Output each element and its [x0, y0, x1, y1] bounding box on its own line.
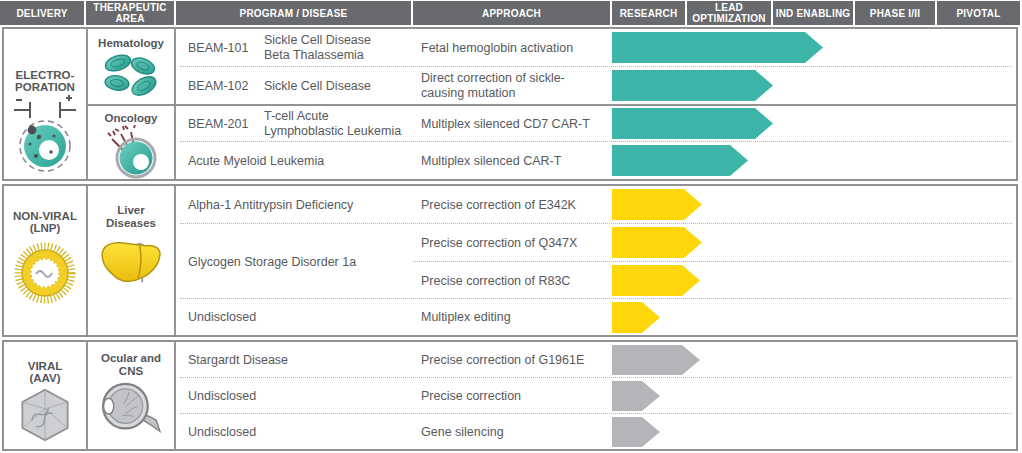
column-header-lead-optimization: LEAD OPTIMIZATION: [687, 1, 773, 25]
pipeline-row: BEAM-102 Sickle Cell Disease Direct corr…: [176, 67, 1016, 105]
pipeline-row: Alpha-1 Antitrypsin Deficiency Precise c…: [176, 186, 1016, 224]
disease-name: Sickle Cell Disease: [264, 79, 414, 94]
pipeline-row: BEAM-201 T-cell AcuteLymphoblastic Leuke…: [176, 105, 1016, 142]
delivery-label-2: (LNP): [30, 222, 61, 234]
column-header-approach: APPROACH: [413, 1, 612, 25]
area-label: Hematology: [96, 37, 166, 50]
pipeline-row: Precise correction of Q347X: [176, 224, 1016, 262]
area-oncology: Oncology: [88, 106, 174, 179]
area-label: Ocular and CNS: [96, 352, 166, 377]
delivery-viral-aav: VIRAL (AAV): [4, 342, 86, 449]
delivery-label: VIRAL: [28, 360, 63, 372]
disease-name: Alpha-1 Antitrypsin Deficiency: [188, 198, 408, 213]
disease-name: Undisclosed: [188, 310, 408, 325]
pipeline-row: Precise correction of R83C: [176, 262, 1016, 299]
area-hematology: Hematology: [88, 29, 174, 112]
approach-text: Gene silencing: [421, 424, 607, 439]
progress-arrow: [612, 108, 773, 139]
area-ocular-and-cns: Ocular and CNS: [88, 342, 174, 449]
progress-arrow: [612, 302, 660, 333]
disease-name: T-cell AcuteLymphoblastic Leukemia: [264, 109, 414, 139]
column-header-program-disease: PROGRAM / DISEASE: [176, 1, 413, 25]
progress-arrow: [612, 189, 702, 220]
pipeline-row: Undisclosed Precise correction: [176, 378, 1016, 414]
area-liver-diseases: Liver Diseases: [88, 186, 174, 335]
approach-text: Multiplex editing: [421, 310, 607, 325]
approach-text: Multiplex silenced CAR-T: [421, 153, 607, 168]
pipeline-row: Undisclosed Gene silencing: [176, 414, 1016, 449]
disease-name: Sickle Cell DiseaseBeta Thalassemia: [264, 33, 414, 63]
column-header-research: RESEARCH: [612, 1, 687, 25]
pipeline-row: Acute Myeloid Leukemia Multiplex silence…: [176, 142, 1016, 179]
pipeline-table: DELIVERY THERAPEUTIC AREA PROGRAM / DISE…: [0, 0, 1022, 453]
approach-text: Precise correction of R83C: [421, 273, 607, 288]
progress-arrow: [612, 145, 748, 176]
delivery-label-2: PORATION: [15, 81, 75, 93]
program-code: BEAM-201: [188, 116, 262, 131]
progress-arrow: [612, 417, 660, 447]
eye-icon: [98, 381, 164, 439]
disease-name: Undisclosed: [188, 389, 408, 404]
column-header-therapeutic-area: THERAPEUTIC AREA: [86, 1, 176, 25]
delivery-label: NON-VIRAL: [13, 210, 77, 222]
approach-text: Precise correction of E342K: [421, 198, 607, 213]
program-code: BEAM-102: [188, 79, 262, 94]
progress-arrow: [612, 227, 702, 258]
disease-name: Stargardt Disease: [188, 353, 408, 368]
progress-arrow: [612, 70, 773, 101]
disease-name: Undisclosed: [188, 424, 408, 439]
progress-arrow: [612, 265, 700, 296]
progress-arrow: [612, 381, 660, 411]
column-header-phase-i-ii: PHASE I/II: [855, 1, 937, 25]
program-code: BEAM-101: [188, 41, 262, 56]
lipid-nanoparticle-icon: [12, 240, 78, 310]
section-non-viral-lnp: NON-VIRAL (LNP) Liver Diseases: [2, 184, 1018, 337]
liver-icon: [97, 239, 165, 293]
approach-text: Precise correction: [421, 389, 607, 404]
section-viral-aav: VIRAL (AAV) Ocular and CNS: [2, 340, 1018, 451]
progress-arrow: [612, 345, 700, 375]
pipeline-row: BEAM-101 Sickle Cell DiseaseBeta Thalass…: [176, 29, 1016, 67]
section-electroporation: ELECTRO- PORATION: [2, 27, 1018, 181]
electroporation-cell-icon: [9, 93, 81, 179]
delivery-non-viral-lnp: NON-VIRAL (LNP): [4, 186, 86, 335]
approach-text: Fetal hemoglobin activation: [421, 41, 607, 56]
disease-name: Acute Myeloid Leukemia: [188, 153, 408, 168]
column-header-ind-enabling: IND ENABLING: [773, 1, 855, 25]
area-label: Liver Diseases: [96, 204, 166, 229]
car-t-cell-icon: [99, 125, 163, 183]
approach-text: Multiplex silenced CD7 CAR-T: [421, 116, 607, 131]
red-blood-cells-icon: [100, 50, 162, 104]
pipeline-row: Stargardt Disease Precise correction of …: [176, 342, 1016, 378]
pipeline-row: Undisclosed Multiplex editing: [176, 299, 1016, 335]
aav-capsid-icon: [17, 388, 73, 446]
area-label: Oncology: [96, 112, 166, 125]
delivery-label: ELECTRO-: [16, 69, 75, 81]
approach-text: Precise correction of Q347X: [421, 236, 607, 251]
column-header-pivotal: PIVOTAL: [937, 1, 1022, 25]
delivery-electroporation: ELECTRO- PORATION: [4, 29, 86, 179]
approach-text: Direct correction of sickle-causing muta…: [421, 71, 607, 101]
progress-arrow: [612, 32, 823, 63]
delivery-label-2: (AAV): [29, 372, 60, 384]
approach-text: Precise correction of G1961E: [421, 353, 607, 368]
column-header-delivery: DELIVERY: [0, 1, 86, 25]
